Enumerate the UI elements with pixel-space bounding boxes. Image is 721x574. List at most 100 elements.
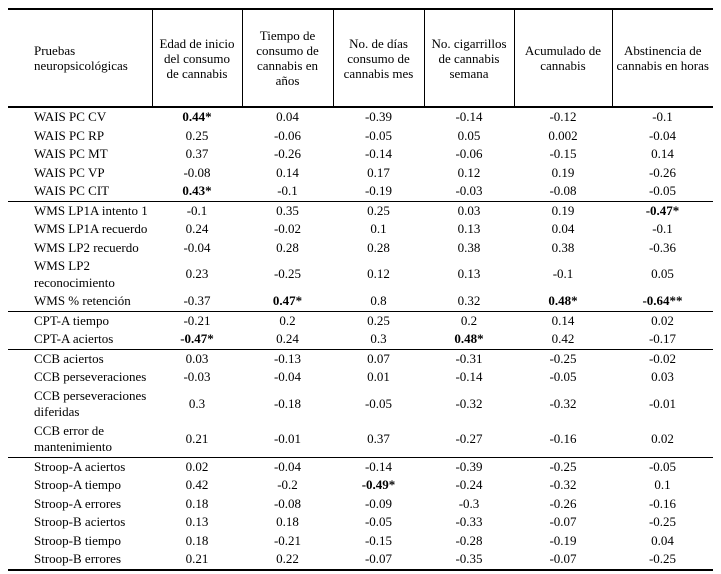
- table-row: WAIS PC VP -0.08 0.14 0.17 0.12 0.19 -0.26: [8, 164, 713, 183]
- cell-value: -0.21: [273, 532, 302, 548]
- cell-value: -0.05: [364, 395, 393, 411]
- cell-value: 0.12: [367, 266, 390, 282]
- cell-value: -0.12: [549, 109, 577, 124]
- row-label: WAIS PC MT: [34, 146, 108, 161]
- cell-value: 0.25: [185, 127, 209, 143]
- cell-value: 0.24: [276, 331, 299, 346]
- cell-value: -0.06: [273, 127, 302, 143]
- cell-value: -0.39: [364, 109, 393, 124]
- cell-value: -0.25: [514, 456, 612, 476]
- cell-value: 0.03: [152, 348, 242, 368]
- cell-value: 0.3: [370, 331, 387, 346]
- cell-value: 0.02: [612, 310, 713, 330]
- row-label: WAIS PC CIT: [34, 183, 110, 198]
- cell-value: 0.03: [424, 200, 514, 220]
- cell-value: -0.24: [455, 477, 483, 492]
- table-header-row: Pruebas neuropsicológicas Edad de inicio …: [8, 9, 713, 108]
- cell-value: -0.64**: [642, 293, 683, 308]
- column-header: Acumulado de cannabis: [513, 9, 612, 108]
- cell-value: 0.48*: [454, 331, 484, 346]
- cell-value: -0.1: [152, 200, 242, 220]
- cell-value: 0.05: [651, 266, 674, 282]
- row-label: CCB perseveraciones: [34, 369, 147, 384]
- cell-value: -0.26: [648, 164, 677, 180]
- table-header: Pruebas neuropsicológicas Edad de inicio …: [8, 9, 713, 108]
- cell-value: 0.42: [551, 331, 575, 346]
- table-row: CCB error de mantenimiento 0.21 -0.01 0.37 -…: [8, 422, 713, 458]
- cell-value: 0.37: [367, 430, 390, 446]
- cell-value: 0.38: [551, 239, 575, 255]
- column-header: Tiempo de consumo de cannabis en años: [241, 9, 333, 108]
- row-label: Stroop-B errores: [34, 551, 122, 566]
- cell-value: -0.13: [242, 348, 333, 368]
- cell-value: -0.02: [612, 348, 713, 368]
- cell-value: 0.25: [333, 200, 424, 220]
- row-label: WMS LP1A recuerdo: [34, 221, 148, 236]
- cell-value: 0.19: [514, 200, 612, 220]
- cell-value: -0.05: [612, 456, 713, 476]
- cell-value: -0.47*: [612, 200, 713, 220]
- table-row: WMS LP2 recuerdo -0.04 0.28 0.28 0.38 0.38 -0.…: [8, 239, 713, 258]
- table-row: WMS LP1A intento 1 -0.1 0.35 0.25 0.03 0.19 -0…: [8, 200, 713, 220]
- cell-value: -0.31: [424, 348, 514, 368]
- cell-value: -0.04: [183, 239, 211, 255]
- row-label: CPT-A tiempo: [8, 310, 152, 330]
- table-body: WAIS PC CV 0.44* 0.04 -0.39 -0.14 -0.12 -0.1 WA…: [8, 107, 713, 570]
- cell-value: -0.07: [364, 551, 393, 566]
- cell-value: -0.19: [549, 532, 577, 548]
- cell-value: -0.08: [549, 183, 577, 198]
- cell-value: -0.32: [549, 395, 577, 411]
- cell-value: 0.19: [551, 164, 575, 180]
- cell-value: -0.26: [549, 495, 577, 511]
- cell-value: -0.25: [514, 348, 612, 368]
- table-row: Stroop-A errores 0.18 -0.08 -0.09 -0.3 -0.26 -…: [8, 495, 713, 514]
- row-label: CCB perseveraciones diferidas: [34, 387, 147, 420]
- cell-value: -0.08: [183, 164, 211, 180]
- column-header: Abstinencia de cannabis en horas: [611, 9, 713, 108]
- row-label: WAIS PC CV: [34, 109, 107, 124]
- cell-value: -0.36: [648, 239, 677, 255]
- table-row: Stroop-B tiempo 0.18 -0.21 -0.15 -0.28 -0.19 0…: [8, 532, 713, 551]
- cell-value: 0.1: [370, 221, 387, 236]
- cell-value: -0.04: [648, 127, 677, 143]
- table-row: CCB aciertos 0.03 -0.13 0.07 -0.31 -0.25 -0.02: [8, 348, 713, 368]
- cell-value: -0.37: [183, 293, 211, 308]
- cell-value: -0.21: [152, 310, 242, 330]
- cell-value: -0.16: [549, 430, 577, 446]
- cell-value: -0.14: [364, 146, 393, 161]
- table-row: CCB perseveraciones diferidas 0.3 -0.18 -0.…: [8, 387, 713, 422]
- cell-value: -0.04: [242, 456, 333, 476]
- cell-value: -0.25: [648, 514, 677, 529]
- cell-value: 0.24: [185, 221, 209, 236]
- cell-value: -0.03: [183, 369, 211, 384]
- cell-value: -0.49*: [361, 477, 396, 492]
- cell-value: -0.1: [552, 266, 574, 282]
- cell-value: -0.1: [277, 183, 298, 198]
- cell-value: -0.08: [273, 495, 302, 511]
- cell-value: -0.06: [455, 146, 483, 161]
- cell-value: -0.2: [277, 477, 298, 492]
- cell-value: 0.03: [651, 369, 674, 384]
- correlation-table: Pruebas neuropsicológicas Edad de inicio …: [8, 8, 713, 571]
- cell-value: -0.15: [364, 532, 393, 548]
- row-label: CCB aciertos: [8, 348, 152, 368]
- cell-value: 0.14: [651, 146, 674, 161]
- table-row: WAIS PC CV 0.44* 0.04 -0.39 -0.14 -0.12 -0.1: [8, 107, 713, 127]
- cell-value: 0.04: [551, 221, 575, 236]
- row-label: Stroop-A tiempo: [34, 477, 122, 492]
- cell-value: 0.1: [654, 477, 671, 492]
- cell-value: 0.28: [276, 239, 299, 255]
- cell-value: 0.44*: [182, 109, 212, 124]
- cell-value: 0.13: [457, 266, 481, 282]
- cell-value: -0.16: [648, 495, 677, 511]
- row-label: WMS LP2 reconocimiento: [34, 258, 115, 290]
- cell-value: -0.04: [273, 369, 302, 384]
- row-label: WAIS PC VP: [34, 164, 105, 180]
- row-label: WMS LP2 recuerdo: [34, 239, 139, 255]
- row-label: Stroop-B tiempo: [34, 532, 122, 548]
- cell-value: -0.33: [455, 514, 483, 529]
- cell-value: 0.2: [242, 310, 333, 330]
- cell-value: 0.13: [185, 514, 209, 529]
- column-header: Edad de inicio del consumo de cannabis: [151, 9, 242, 108]
